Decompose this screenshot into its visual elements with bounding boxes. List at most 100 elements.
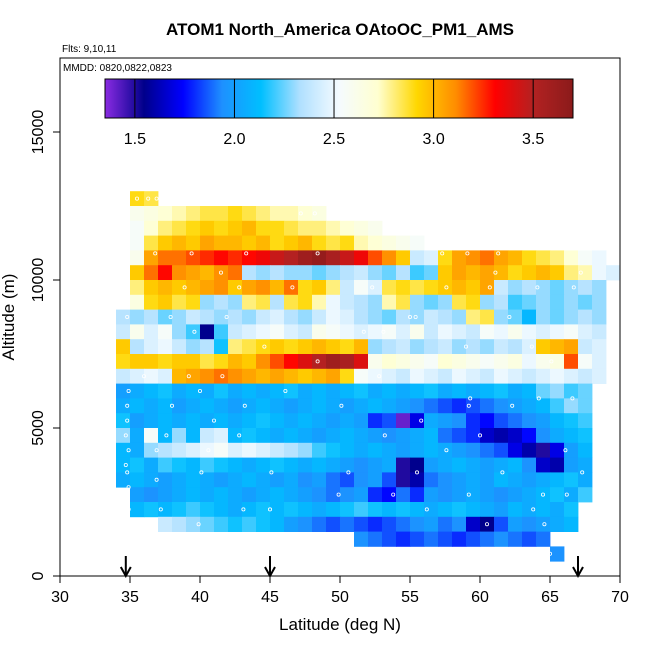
- heatmap-cell: [452, 457, 467, 473]
- heatmap-cell: [382, 294, 397, 310]
- heatmap-cell: [284, 413, 299, 429]
- heatmap-cell: [536, 398, 551, 414]
- heatmap-cell: [564, 383, 579, 399]
- heatmap-cell: [508, 265, 523, 281]
- heatmap-cell: [312, 428, 327, 444]
- heatmap-cell: [368, 235, 383, 251]
- sample-point: [570, 396, 575, 401]
- sample-point: [154, 448, 159, 453]
- heatmap-cell: [578, 487, 593, 503]
- heatmap-cell: [186, 235, 201, 251]
- heatmap-cell: [158, 457, 173, 473]
- heatmap-cell: [522, 516, 537, 532]
- heatmap-cell: [200, 383, 215, 399]
- heatmap-cell: [116, 398, 131, 414]
- sample-point: [339, 403, 344, 408]
- heatmap-cell: [298, 280, 313, 296]
- heatmap-cell: [508, 368, 523, 384]
- heatmap-cell: [214, 206, 229, 222]
- heatmap-cell: [536, 339, 551, 355]
- heatmap-cell: [326, 502, 341, 518]
- heatmap-cell: [340, 235, 355, 251]
- heatmap-cell: [228, 442, 243, 458]
- heatmap-cell: [466, 339, 481, 355]
- sample-point: [487, 285, 492, 290]
- heatmap-cell: [242, 250, 257, 266]
- heatmap-cell: [396, 280, 411, 296]
- heatmap-cell: [228, 457, 243, 473]
- heatmap-cell: [312, 457, 327, 473]
- heatmap-cell: [186, 368, 201, 384]
- y-tick-label: 0: [30, 571, 47, 580]
- heatmap-cell: [564, 368, 579, 384]
- heatmap-cell: [396, 428, 411, 444]
- heatmap-cell: [564, 265, 579, 281]
- sample-point: [141, 374, 146, 379]
- heatmap-cell: [578, 398, 593, 414]
- heatmap-cell: [452, 442, 467, 458]
- heatmap-cell: [284, 339, 299, 355]
- heatmap-cell: [550, 280, 565, 296]
- heatmap-cell: [452, 250, 467, 266]
- sample-point: [143, 522, 148, 527]
- flights-label: Flts: 9,10,11: [62, 44, 117, 55]
- heatmap-cell: [368, 339, 383, 355]
- heatmap-cell: [508, 398, 523, 414]
- heatmap-cell: [130, 398, 145, 414]
- heatmap-cell: [550, 413, 565, 429]
- heatmap-cell: [522, 354, 537, 370]
- heatmap-cell: [438, 516, 453, 532]
- heatmap-cell: [340, 413, 355, 429]
- sample-point: [346, 470, 351, 475]
- heatmap-cell: [438, 502, 453, 518]
- heatmap-cell: [144, 294, 159, 310]
- heatmap-cell: [466, 383, 481, 399]
- heatmap-cell: [494, 339, 509, 355]
- heatmap-cell: [214, 235, 229, 251]
- heatmap-cell: [578, 280, 593, 296]
- heatmap-cell: [368, 487, 383, 503]
- heatmap-cell: [298, 516, 313, 532]
- heatmap-cell: [438, 354, 453, 370]
- heatmap-cell: [284, 294, 299, 310]
- heatmap-cell: [312, 294, 327, 310]
- heatmap-cell: [340, 428, 355, 444]
- heatmap-cell: [228, 383, 243, 399]
- heatmap-cell: [522, 383, 537, 399]
- sample-point: [500, 470, 505, 475]
- heatmap-cell: [438, 428, 453, 444]
- sample-point: [125, 418, 130, 423]
- heatmap-cell: [172, 294, 187, 310]
- heatmap-cell: [214, 428, 229, 444]
- heatmap-cell: [144, 235, 159, 251]
- heatmap-cell: [550, 398, 565, 414]
- heatmap-cell: [508, 324, 523, 340]
- heatmap-cell: [508, 487, 523, 503]
- heatmap-cell: [382, 428, 397, 444]
- heatmap-cell: [424, 472, 439, 488]
- heatmap-cell: [144, 206, 159, 222]
- colorbar: 1.5 2.0 2.5 3.0 3.5: [104, 78, 574, 148]
- sample-point: [186, 374, 191, 379]
- heatmap-cell: [382, 324, 397, 340]
- heatmap-cell: [564, 472, 579, 488]
- heatmap-cell: [340, 309, 355, 325]
- heatmap-cell: [466, 309, 481, 325]
- sample-point: [290, 285, 295, 290]
- sample-point: [126, 388, 131, 393]
- heatmap-cell: [480, 531, 495, 547]
- sample-point: [510, 403, 515, 408]
- heatmap-cell: [298, 294, 313, 310]
- heatmap-cell: [298, 339, 313, 355]
- heatmap-cell: [410, 265, 425, 281]
- heatmap-cell: [438, 368, 453, 384]
- heatmap-cell: [494, 457, 509, 473]
- heatmap-cell: [144, 457, 159, 473]
- heatmap-cell: [536, 265, 551, 281]
- heatmap-cell: [200, 428, 215, 444]
- heatmap-cell: [270, 502, 285, 518]
- y-axis: 0 5000 10000 15000: [30, 110, 60, 580]
- heatmap-cell: [270, 472, 285, 488]
- heatmap-cell: [186, 339, 201, 355]
- heatmap-cell: [214, 413, 229, 429]
